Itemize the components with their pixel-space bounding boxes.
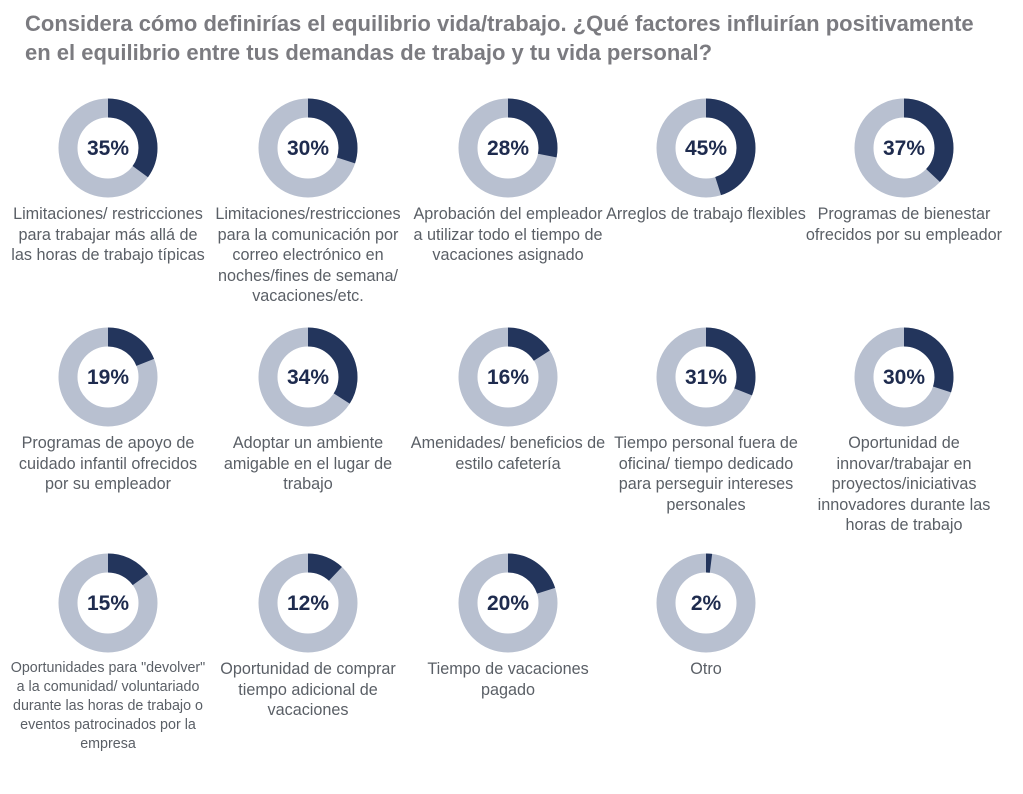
donut-chart: 34% — [258, 327, 358, 427]
donut-chart: 15% — [58, 553, 158, 653]
donut-category-label: Otro — [690, 660, 722, 678]
donut-value-label: 30% — [287, 137, 329, 160]
donut-value-label: 2% — [691, 592, 722, 615]
donut-item: 31% Tiempo personal fuera de oficina/ tie… — [606, 325, 806, 515]
donut-segment — [258, 553, 358, 653]
donut-segment — [458, 553, 558, 653]
donut-category-label: Limitaciones/ restricciones para trabaja… — [11, 205, 205, 264]
donut-chart: 12% — [258, 553, 358, 653]
donut-item: 12% Oportunidad de comprar tiempo adicion… — [208, 551, 408, 721]
donut-value-label: 45% — [685, 137, 727, 160]
donut-chart: 16% — [458, 327, 558, 427]
donut-category-label: Oportunidad de innovar/trabajar en proye… — [817, 434, 991, 534]
donut-segment — [58, 553, 158, 653]
donut-chart: 19% — [58, 327, 158, 427]
donut-chart: 20% — [458, 553, 558, 653]
donut-category-label: Adoptar un ambiente amigable en el lugar… — [223, 434, 393, 493]
donut-category-label: Arreglos de trabajo flexibles — [606, 205, 806, 223]
donut-segment — [656, 327, 756, 427]
donut-segment — [258, 98, 358, 198]
donut-value-label: 16% — [487, 366, 529, 389]
donut-value-label: 30% — [883, 366, 925, 389]
donut-chart: 45% — [656, 98, 756, 198]
donut-chart: 30% — [258, 98, 358, 198]
donut-value-label: 31% — [685, 366, 727, 389]
donut-item: 30% Oportunidad de innovar/trabajar en pr… — [804, 325, 1004, 536]
donut-chart: 31% — [656, 327, 756, 427]
donut-segment — [656, 553, 756, 653]
donut-value-label: 15% — [87, 592, 129, 615]
donut-segment — [58, 98, 158, 198]
donut-chart: 28% — [458, 98, 558, 198]
donut-category-label: Programas de apoyo de cuidado infantil o… — [18, 434, 198, 493]
donut-chart: 35% — [58, 98, 158, 198]
donut-category-label: Tiempo personal fuera de oficina/ tiempo… — [614, 434, 798, 514]
donut-item: 37% Programas de bienestar ofrecidos por … — [804, 96, 1004, 245]
donut-item: 2% Otro — [606, 551, 806, 680]
donut-item: 28% Aprobación del empleador a utilizar t… — [408, 96, 608, 266]
donut-item: 30% Limitaciones/restricciones para la co… — [208, 96, 408, 307]
donut-category-label: Oportunidad de comprar tiempo adicional … — [220, 660, 396, 719]
donut-segment — [458, 327, 558, 427]
donut-chart: 30% — [854, 327, 954, 427]
donut-segment — [656, 98, 756, 198]
donut-value-label: 37% — [883, 137, 925, 160]
donut-item: 34% Adoptar un ambiente amigable en el lu… — [208, 325, 408, 495]
donut-category-label: Limitaciones/restricciones para la comun… — [215, 205, 401, 305]
donut-chart: 37% — [854, 98, 954, 198]
page-title: Considera cómo definirías el equilibrio … — [25, 11, 974, 65]
donut-chart: 2% — [656, 553, 756, 653]
donut-segment — [854, 98, 954, 198]
donut-item: 45% Arreglos de trabajo flexibles — [606, 96, 806, 225]
donut-category-label: Tiempo de vacaciones pagado — [427, 660, 589, 699]
donut-item: 19% Programas de apoyo de cuidado infanti… — [8, 325, 208, 495]
donut-category-label: Oportunidades para "devolver" a la comun… — [10, 660, 206, 752]
donut-category-label: Amenidades/ beneficios de estilo cafeter… — [410, 434, 606, 473]
donut-value-label: 28% — [487, 137, 529, 160]
donut-category-label: Programas de bienestar ofrecidos por su … — [805, 205, 1003, 244]
donut-item: 15% Oportunidades para "devolver" a la co… — [8, 551, 208, 754]
donut-segment — [58, 327, 158, 427]
donut-item: 16% Amenidades/ beneficios de estilo cafe… — [408, 325, 608, 474]
donut-value-label: 19% — [87, 366, 129, 389]
donut-segment — [458, 98, 558, 198]
donut-category-label: Aprobación del empleador a utilizar todo… — [413, 205, 603, 264]
donut-value-label: 12% — [287, 592, 329, 615]
donut-segment — [258, 327, 358, 427]
donut-item: 20% Tiempo de vacaciones pagado — [408, 551, 608, 700]
donut-segment — [854, 327, 954, 427]
donut-value-label: 35% — [87, 137, 129, 160]
donut-value-label: 20% — [487, 592, 529, 615]
donut-value-label: 34% — [287, 366, 329, 389]
donut-item: 35% Limitaciones/ restricciones para trab… — [8, 96, 208, 266]
